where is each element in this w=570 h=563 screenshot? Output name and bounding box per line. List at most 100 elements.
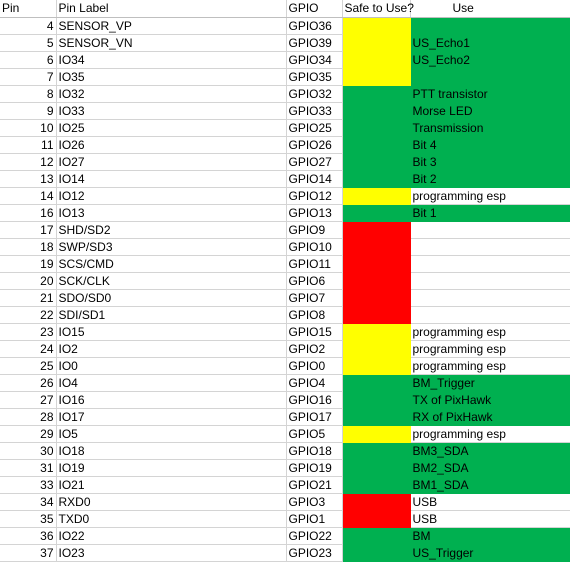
use-cell[interactable]: BM3_SDA [410, 442, 570, 460]
safe-status-cell[interactable] [342, 476, 411, 494]
safe-status-cell[interactable] [342, 544, 411, 562]
pin-label-cell[interactable]: IO33 [56, 102, 287, 120]
gpio-cell[interactable]: GPIO6 [286, 272, 343, 290]
safe-status-cell[interactable] [342, 391, 411, 409]
pin-label-cell[interactable]: SENSOR_VN [56, 34, 287, 52]
gpio-cell[interactable]: GPIO19 [286, 459, 343, 477]
safe-status-cell[interactable] [342, 153, 411, 171]
gpio-cell[interactable]: GPIO21 [286, 476, 343, 494]
pin-label-cell[interactable]: IO4 [56, 374, 287, 392]
use-cell[interactable] [410, 255, 570, 273]
safe-status-cell[interactable] [342, 527, 411, 545]
use-cell[interactable]: Bit 3 [410, 153, 570, 171]
gpio-cell[interactable]: GPIO36 [286, 17, 343, 35]
pin-cell[interactable]: 26 [0, 374, 57, 392]
use-cell[interactable]: Transmission [410, 119, 570, 137]
pin-label-cell[interactable]: IO13 [56, 204, 287, 222]
gpio-cell[interactable]: GPIO34 [286, 51, 343, 69]
pin-cell[interactable]: 25 [0, 357, 57, 375]
pin-cell[interactable]: 9 [0, 102, 57, 120]
use-cell[interactable]: Morse LED [410, 102, 570, 120]
gpio-cell[interactable]: GPIO17 [286, 408, 343, 426]
pin-label-cell[interactable]: IO26 [56, 136, 287, 154]
gpio-cell[interactable]: GPIO4 [286, 374, 343, 392]
use-cell[interactable]: BM [410, 527, 570, 545]
use-cell[interactable]: programming esp [410, 187, 570, 205]
pin-label-cell[interactable]: IO0 [56, 357, 287, 375]
pin-cell[interactable]: 21 [0, 289, 57, 307]
pin-label-cell[interactable]: IO17 [56, 408, 287, 426]
safe-status-cell[interactable] [342, 289, 411, 307]
safe-status-cell[interactable] [342, 442, 411, 460]
pin-cell[interactable]: 35 [0, 510, 57, 528]
use-cell[interactable] [410, 238, 570, 256]
safe-status-cell[interactable] [342, 238, 411, 256]
pin-cell[interactable]: 34 [0, 493, 57, 511]
use-cell[interactable]: USB [410, 510, 570, 528]
header-pin[interactable]: Pin [0, 0, 57, 18]
pin-cell[interactable]: 18 [0, 238, 57, 256]
use-cell[interactable]: Bit 4 [410, 136, 570, 154]
pin-label-cell[interactable]: RXD0 [56, 493, 287, 511]
pin-cell[interactable]: 23 [0, 323, 57, 341]
pin-cell[interactable]: 17 [0, 221, 57, 239]
gpio-cell[interactable]: GPIO9 [286, 221, 343, 239]
pin-label-cell[interactable]: SDO/SD0 [56, 289, 287, 307]
safe-status-cell[interactable] [342, 340, 411, 358]
use-cell[interactable]: BM_Trigger [410, 374, 570, 392]
gpio-cell[interactable]: GPIO1 [286, 510, 343, 528]
use-cell[interactable] [410, 221, 570, 239]
use-cell[interactable]: US_Echo1 [410, 34, 570, 52]
pin-label-cell[interactable]: IO35 [56, 68, 287, 86]
gpio-cell[interactable]: GPIO0 [286, 357, 343, 375]
gpio-cell[interactable]: GPIO22 [286, 527, 343, 545]
safe-status-cell[interactable] [342, 170, 411, 188]
safe-status-cell[interactable] [342, 357, 411, 375]
pin-cell[interactable]: 7 [0, 68, 57, 86]
pin-label-cell[interactable]: IO25 [56, 119, 287, 137]
pin-label-cell[interactable]: SCK/CLK [56, 272, 287, 290]
pin-label-cell[interactable]: IO32 [56, 85, 287, 103]
safe-status-cell[interactable] [342, 306, 411, 324]
gpio-cell[interactable]: GPIO7 [286, 289, 343, 307]
use-cell[interactable]: TX of PixHawk [410, 391, 570, 409]
pin-cell[interactable]: 22 [0, 306, 57, 324]
gpio-cell[interactable]: GPIO16 [286, 391, 343, 409]
use-cell[interactable]: Bit 1 [410, 204, 570, 222]
safe-status-cell[interactable] [342, 85, 411, 103]
use-cell[interactable] [410, 68, 570, 86]
pin-cell[interactable]: 37 [0, 544, 57, 562]
pin-label-cell[interactable]: IO5 [56, 425, 287, 443]
safe-status-cell[interactable] [342, 51, 411, 69]
gpio-cell[interactable]: GPIO32 [286, 85, 343, 103]
safe-status-cell[interactable] [342, 17, 411, 35]
pin-cell[interactable]: 29 [0, 425, 57, 443]
pin-cell[interactable]: 19 [0, 255, 57, 273]
safe-status-cell[interactable] [342, 510, 411, 528]
pin-label-cell[interactable]: IO22 [56, 527, 287, 545]
pin-cell[interactable]: 30 [0, 442, 57, 460]
pin-cell[interactable]: 27 [0, 391, 57, 409]
pin-cell[interactable]: 4 [0, 17, 57, 35]
pin-cell[interactable]: 33 [0, 476, 57, 494]
gpio-cell[interactable]: GPIO18 [286, 442, 343, 460]
use-cell[interactable] [410, 306, 570, 324]
safe-status-cell[interactable] [342, 255, 411, 273]
pin-cell[interactable]: 6 [0, 51, 57, 69]
use-cell[interactable] [410, 17, 570, 35]
gpio-cell[interactable]: GPIO5 [286, 425, 343, 443]
gpio-cell[interactable]: GPIO39 [286, 34, 343, 52]
pin-cell[interactable]: 16 [0, 204, 57, 222]
safe-status-cell[interactable] [342, 459, 411, 477]
use-cell[interactable]: US_Trigger [410, 544, 570, 562]
pin-cell[interactable]: 31 [0, 459, 57, 477]
gpio-cell[interactable]: GPIO13 [286, 204, 343, 222]
safe-status-cell[interactable] [342, 408, 411, 426]
gpio-cell[interactable]: GPIO11 [286, 255, 343, 273]
gpio-cell[interactable]: GPIO15 [286, 323, 343, 341]
safe-status-cell[interactable] [342, 136, 411, 154]
safe-status-cell[interactable] [342, 119, 411, 137]
header-safe-to-use[interactable]: Safe to Use? [342, 0, 414, 18]
safe-status-cell[interactable] [342, 187, 411, 205]
pin-label-cell[interactable]: IO19 [56, 459, 287, 477]
